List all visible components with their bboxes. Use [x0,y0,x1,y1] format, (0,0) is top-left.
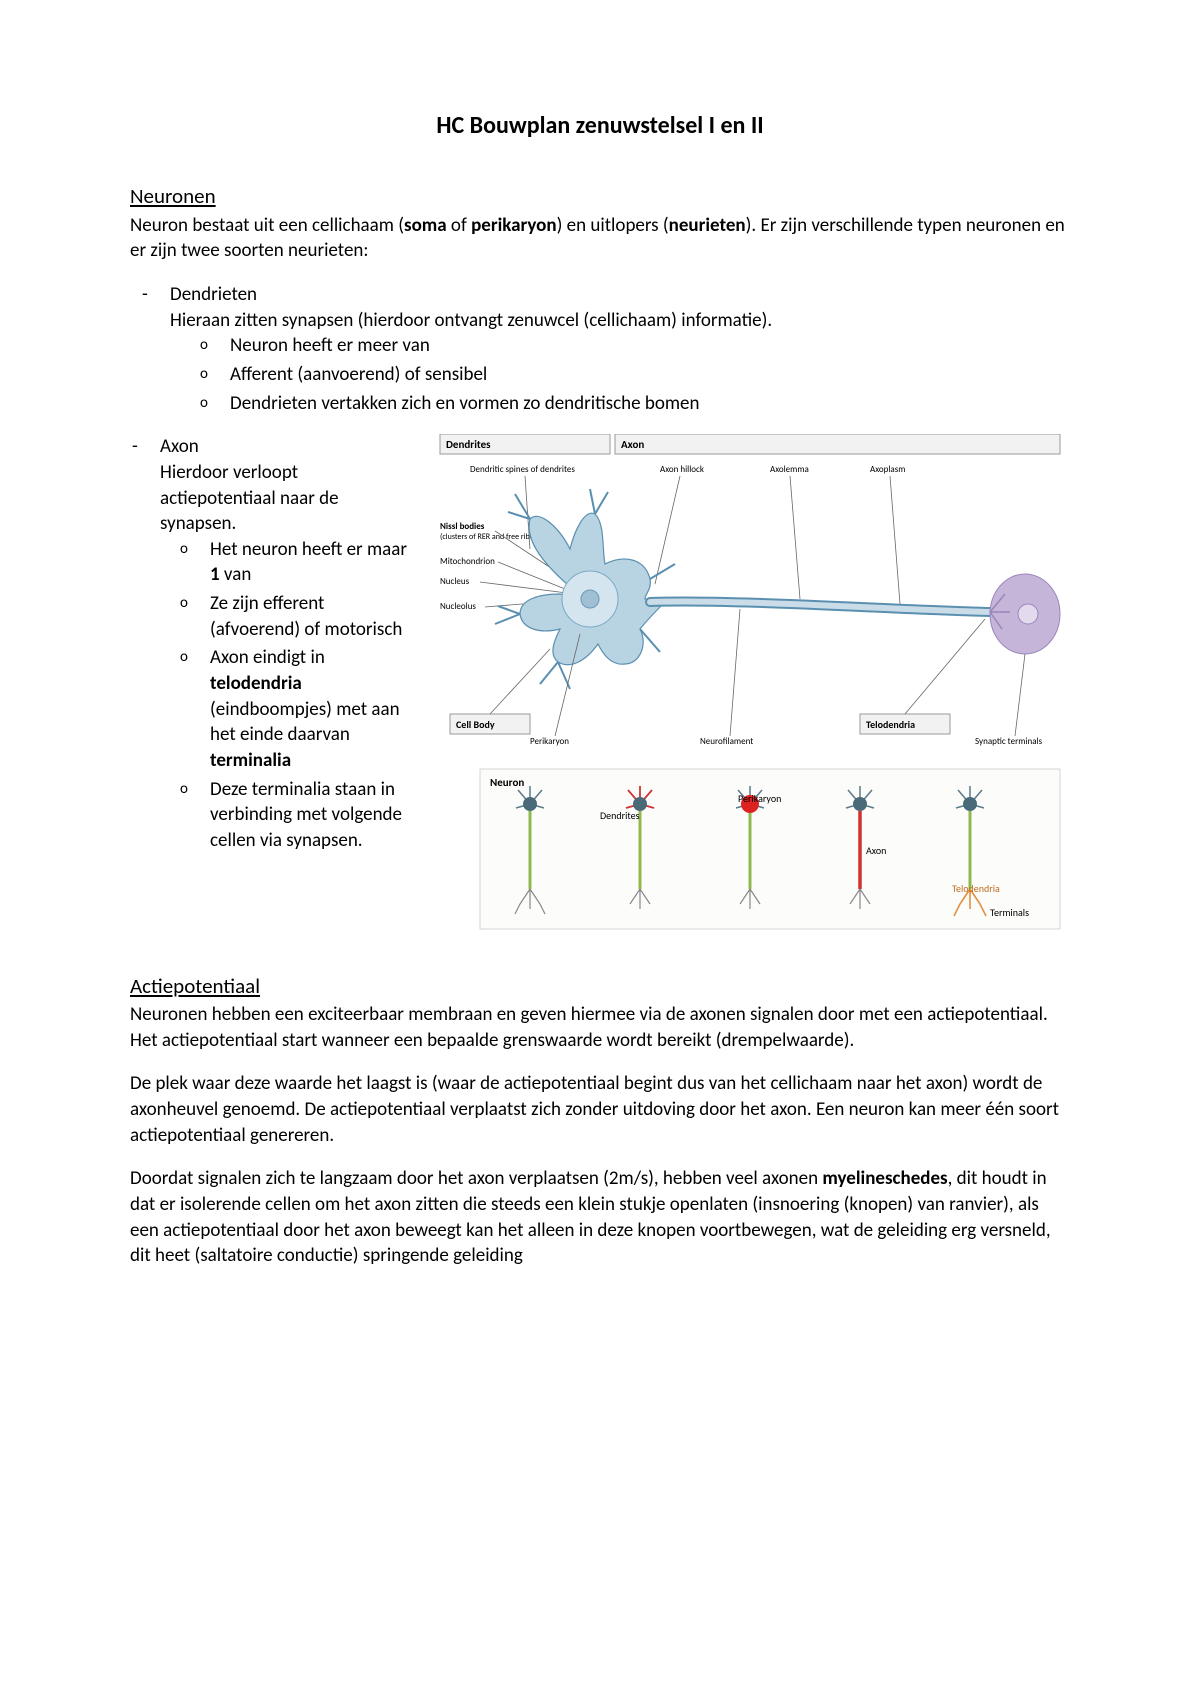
intro-paragraph: Neuron bestaat uit een cellichaam (soma … [130,213,1070,264]
diag-label: Synaptic terminals [975,736,1043,747]
list-item: Dendrieten Hieraan zitten synapsen (hier… [170,282,1070,416]
sublist: Neuron heeft er meer van Afferent (aanvo… [170,333,1070,416]
text-bold: 1 [210,563,220,586]
text: van [220,563,252,586]
term-telodendria: telodendria [210,672,302,695]
diag-label: Perikaryon [530,736,569,747]
list-item: Axon Hierdoor verloopt actiepotentiaal n… [160,434,410,853]
diag-label: Telodendria [866,718,915,731]
list-dendrieten: Dendrieten Hieraan zitten synapsen (hier… [130,282,1070,416]
paragraph: Neuronen hebben een exciteerbaar membraa… [130,1002,1070,1053]
item-title: Axon [160,435,199,458]
diag-label: Axon hillock [660,464,704,475]
diag-label: Telodendria [952,882,1000,895]
diag-label: Nucleolus [440,601,476,612]
term-neurieten: neurieten [669,214,746,237]
term-perikaryon: perikaryon [471,214,557,237]
diag-label: Nucleus [440,576,470,587]
diag-label: Axoplasm [870,464,905,475]
diag-label: Dendritic spines of dendrites [470,464,575,475]
text: of [447,214,471,237]
diag-label: Dendrites [446,438,491,451]
diag-label: Terminals [990,906,1029,919]
paragraph: Doordat signalen zich te langzaam door h… [130,1166,1070,1269]
sub-item: Ze zijn efferent (afvoerend) of motorisc… [210,591,410,642]
text: (eindboompjes) met aan het einde daarvan [210,698,400,747]
sub-item: Dendrieten vertakken zich en vormen zo d… [230,391,1070,417]
sub-item: Het neuron heeft er maar 1 van [210,537,410,588]
diag-label: Axon [866,844,886,857]
axon-text-column: Axon Hierdoor verloopt actiepotentiaal n… [130,434,410,942]
diag-label: Perikaryon [738,792,781,805]
diag-label: Cell Body [456,718,495,731]
neuron-diagram: Dendrites Axon Dendritic spines of dendr… [430,434,1070,942]
sub-item: Axon eindigt in telodendria (eindboompje… [210,645,410,773]
cell-body-shape [495,489,675,689]
list-axon: Axon Hierdoor verloopt actiepotentiaal n… [130,434,410,853]
diag-label: Neurofilament [700,736,753,747]
diag-label: Mitochondrion [440,556,495,567]
text: Neuron bestaat uit een cellichaam ( [130,214,404,237]
item-desc: Hieraan zitten synapsen (hierdoor ontvan… [170,309,772,332]
item-title: Dendrieten [170,283,257,306]
section-heading-neuronen: Neuronen [130,182,1070,210]
term-myelineschedes: myelineschedes [822,1167,947,1190]
term-soma: soma [404,214,447,237]
split-layout: Axon Hierdoor verloopt actiepotentiaal n… [130,434,1070,942]
sub-item: Neuron heeft er meer van [230,333,1070,359]
sublist: Het neuron heeft er maar 1 van Ze zijn e… [160,537,410,854]
item-desc: Hierdoor verloopt actiepotentiaal naar d… [160,461,339,535]
paragraph: De plek waar deze waarde het laagst is (… [130,1071,1070,1148]
diag-label: Axolemma [770,464,809,475]
page-title: HC Bouwplan zenuwstelsel I en II [130,110,1070,142]
term-terminalia: terminalia [210,749,291,772]
text: Axon eindigt in [210,646,325,669]
diag-label: Axon [621,438,644,451]
diag-label: Nissl bodies [440,521,485,532]
sub-item: Deze terminalia staan in verbinding met … [210,777,410,854]
neuron-svg: Dendrites Axon Dendritic spines of dendr… [430,434,1070,934]
text: Het neuron heeft er maar [210,538,407,561]
sub-item: Afferent (aanvoerend) of sensibel [230,362,1070,388]
diag-label: Neuron [490,776,524,789]
text: ) en uitlopers ( [557,214,669,237]
diag-label: Dendrites [600,809,640,822]
terminal-shape [990,574,1060,654]
text: Doordat signalen zich te langzaam door h… [130,1167,822,1190]
section-heading-actiepotentiaal: Actiepotentiaal [130,972,1070,1000]
